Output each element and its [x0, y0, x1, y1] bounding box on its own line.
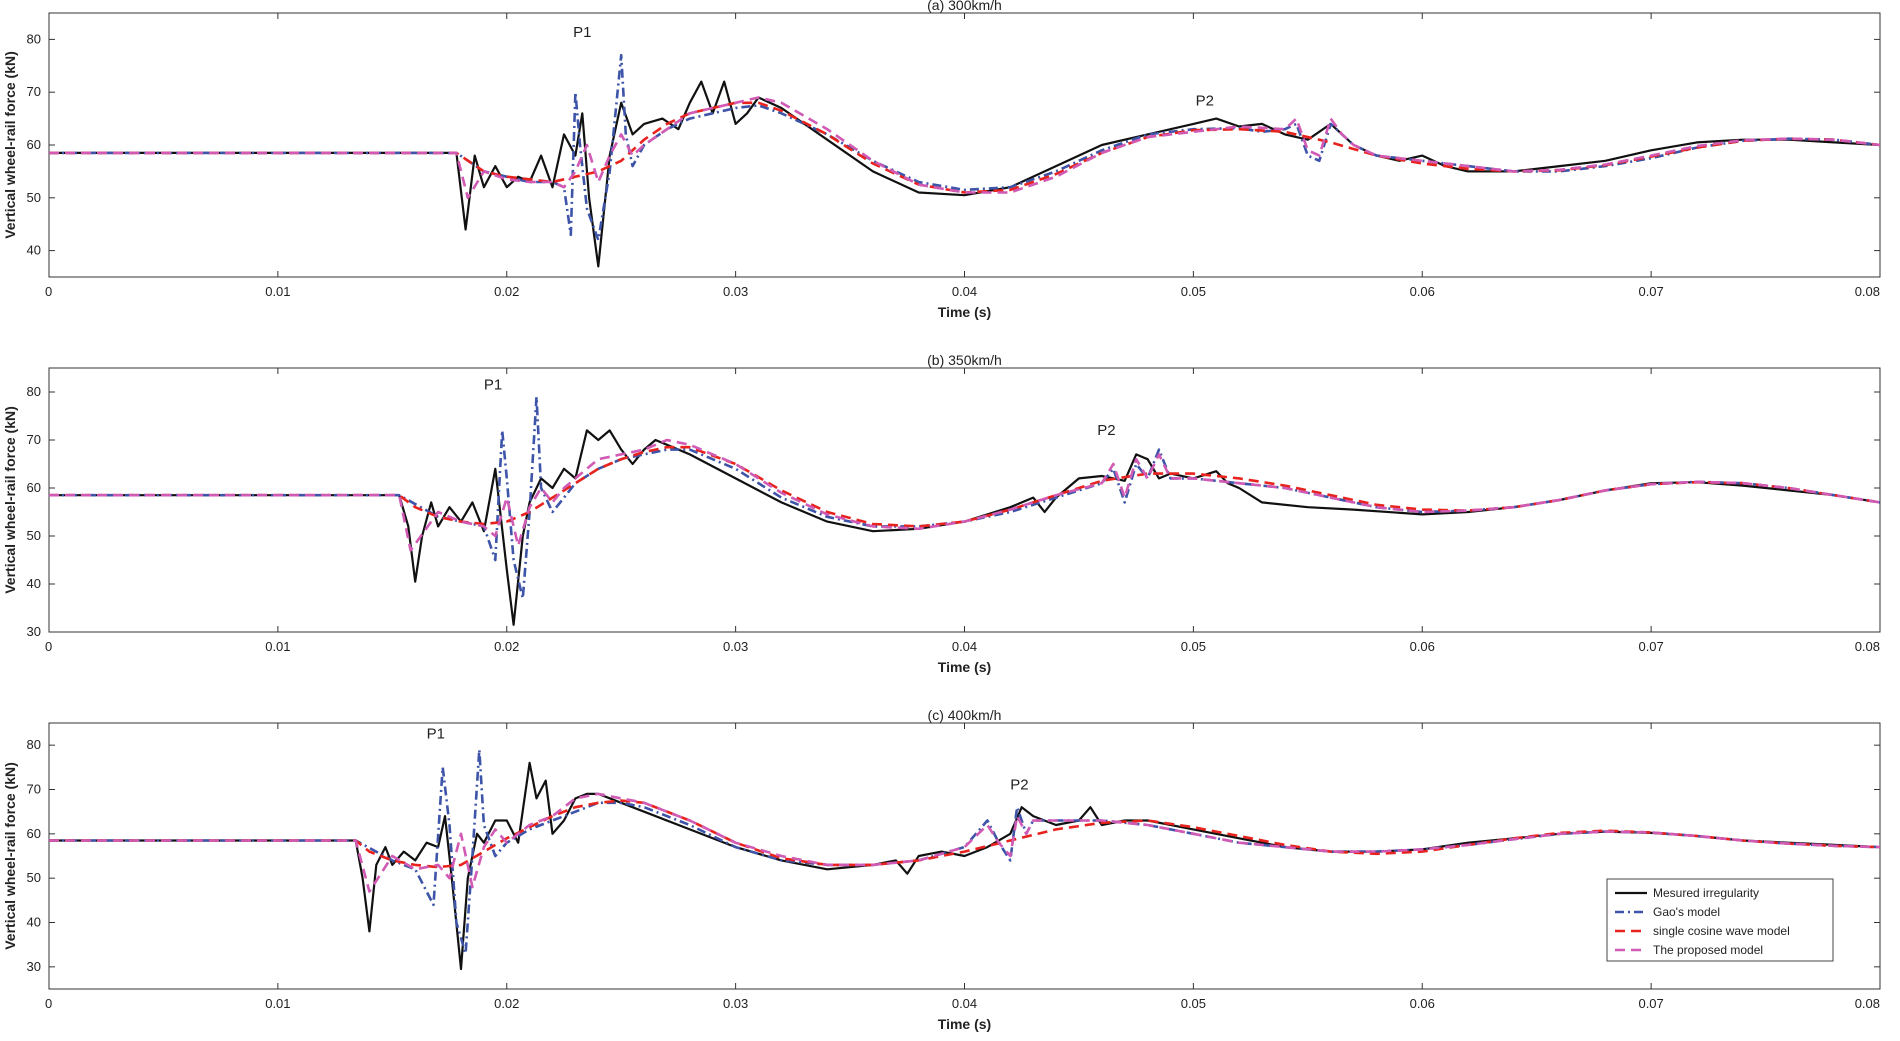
y-tick-label: 30 [27, 624, 41, 639]
annotation-p1: P1 [484, 377, 502, 394]
y-tick-label: 50 [27, 190, 41, 205]
x-tick-label: 0.02 [494, 284, 519, 299]
series-line-4 [49, 792, 1880, 893]
y-axis-label: Vertical wheel-rail force (kN) [2, 406, 18, 594]
x-tick-label: 0.05 [1181, 639, 1206, 654]
x-tick-label: 0.08 [1855, 284, 1880, 299]
series-line-1 [49, 429, 1880, 626]
x-axis-label: Time (s) [938, 304, 991, 320]
annotation-p2: P2 [1010, 777, 1028, 794]
annotation-p2: P2 [1196, 92, 1214, 109]
y-tick-label: 50 [27, 528, 41, 543]
y-tick-label: 70 [27, 432, 41, 447]
panel-title: (b) 350km/h [927, 352, 1002, 368]
plot-area [48, 12, 1881, 278]
y-tick-label: 60 [27, 137, 41, 152]
chart-panel-1: (a) 300km/h 0 0.01 0.02 0.03 0.04 0.05 0.06 0.07… [2, 0, 1881, 320]
legend-label: Mesured irregularity [1653, 886, 1759, 900]
series-line-4 [49, 96, 1880, 200]
chart-panel-2: (b) 350km/h 0 0.01 0.02 0.03 0.04 0.05 0.06 0.07… [2, 352, 1881, 675]
legend-label: The proposed model [1653, 943, 1763, 957]
x-tick-label: 0.08 [1855, 996, 1880, 1011]
x-tick-label: 0.04 [952, 639, 977, 654]
x-tick-label: 0.02 [494, 996, 519, 1011]
x-tick-label: 0.03 [723, 996, 748, 1011]
x-tick-label: 0.04 [952, 996, 977, 1011]
series-group [49, 748, 1880, 971]
x-tick-label: 0.07 [1638, 284, 1663, 299]
series-line-3 [49, 799, 1880, 869]
y-tick-label: 40 [27, 576, 41, 591]
x-tick-label: 0.06 [1410, 639, 1435, 654]
panel-title: (a) 300km/h [927, 0, 1002, 13]
x-tick-label: 0.05 [1181, 284, 1206, 299]
legend-label: Gao's model [1653, 905, 1720, 919]
x-axis-label: Time (s) [938, 1016, 991, 1032]
annotation-p1: P1 [573, 24, 591, 41]
x-tick-label: 0.04 [952, 284, 977, 299]
x-tick-label: 0.06 [1410, 284, 1435, 299]
x-tick-label: 0.08 [1855, 639, 1880, 654]
x-tick-label: 0.03 [723, 284, 748, 299]
x-tick-label: 0 [45, 639, 52, 654]
y-tick-label: 70 [27, 84, 41, 99]
x-tick-label: 0.01 [265, 639, 290, 654]
x-tick-label: 0.05 [1181, 996, 1206, 1011]
series-line-4 [49, 438, 1880, 552]
x-tick-label: 0 [45, 284, 52, 299]
y-tick-label: 30 [27, 959, 41, 974]
x-tick-label: 0.06 [1410, 996, 1435, 1011]
x-tick-label: 0.07 [1638, 639, 1663, 654]
x-tick-label: 0.03 [723, 639, 748, 654]
legend: Mesured irregularity Gao's model single co… [1606, 878, 1834, 962]
y-tick-label: 80 [27, 384, 41, 399]
x-tick-label: 0 [45, 996, 52, 1011]
y-tick-label: 40 [27, 243, 41, 258]
x-axis-label: Time (s) [938, 659, 991, 675]
y-axis-label: Vertical wheel-rail force (kN) [2, 51, 18, 239]
y-tick-label: 60 [27, 826, 41, 841]
series-line-3 [49, 101, 1880, 194]
legend-label: single cosine wave model [1653, 924, 1790, 938]
chart-panel-3: (c) 400km/h 0 0.01 0.02 0.03 0.04 0.05 0.06 0.07… [2, 707, 1881, 1032]
series-line-2 [49, 53, 1880, 242]
x-tick-label: 0.07 [1638, 996, 1663, 1011]
y-tick-label: 40 [27, 915, 41, 930]
y-tick-label: 80 [27, 31, 41, 46]
annotation-p1: P1 [427, 726, 445, 743]
y-tick-label: 60 [27, 480, 41, 495]
y-tick-label: 80 [27, 737, 41, 752]
x-tick-label: 0.01 [265, 996, 290, 1011]
y-axis-label: Vertical wheel-rail force (kN) [2, 762, 18, 950]
x-tick-label: 0.01 [265, 284, 290, 299]
annotation-p2: P2 [1097, 422, 1115, 439]
y-tick-label: 50 [27, 870, 41, 885]
panel-title: (c) 400km/h [928, 707, 1002, 723]
y-tick-label: 70 [27, 782, 41, 797]
plot-area [48, 367, 1881, 633]
x-tick-label: 0.02 [494, 639, 519, 654]
series-group [49, 395, 1880, 626]
series-group [49, 53, 1880, 268]
